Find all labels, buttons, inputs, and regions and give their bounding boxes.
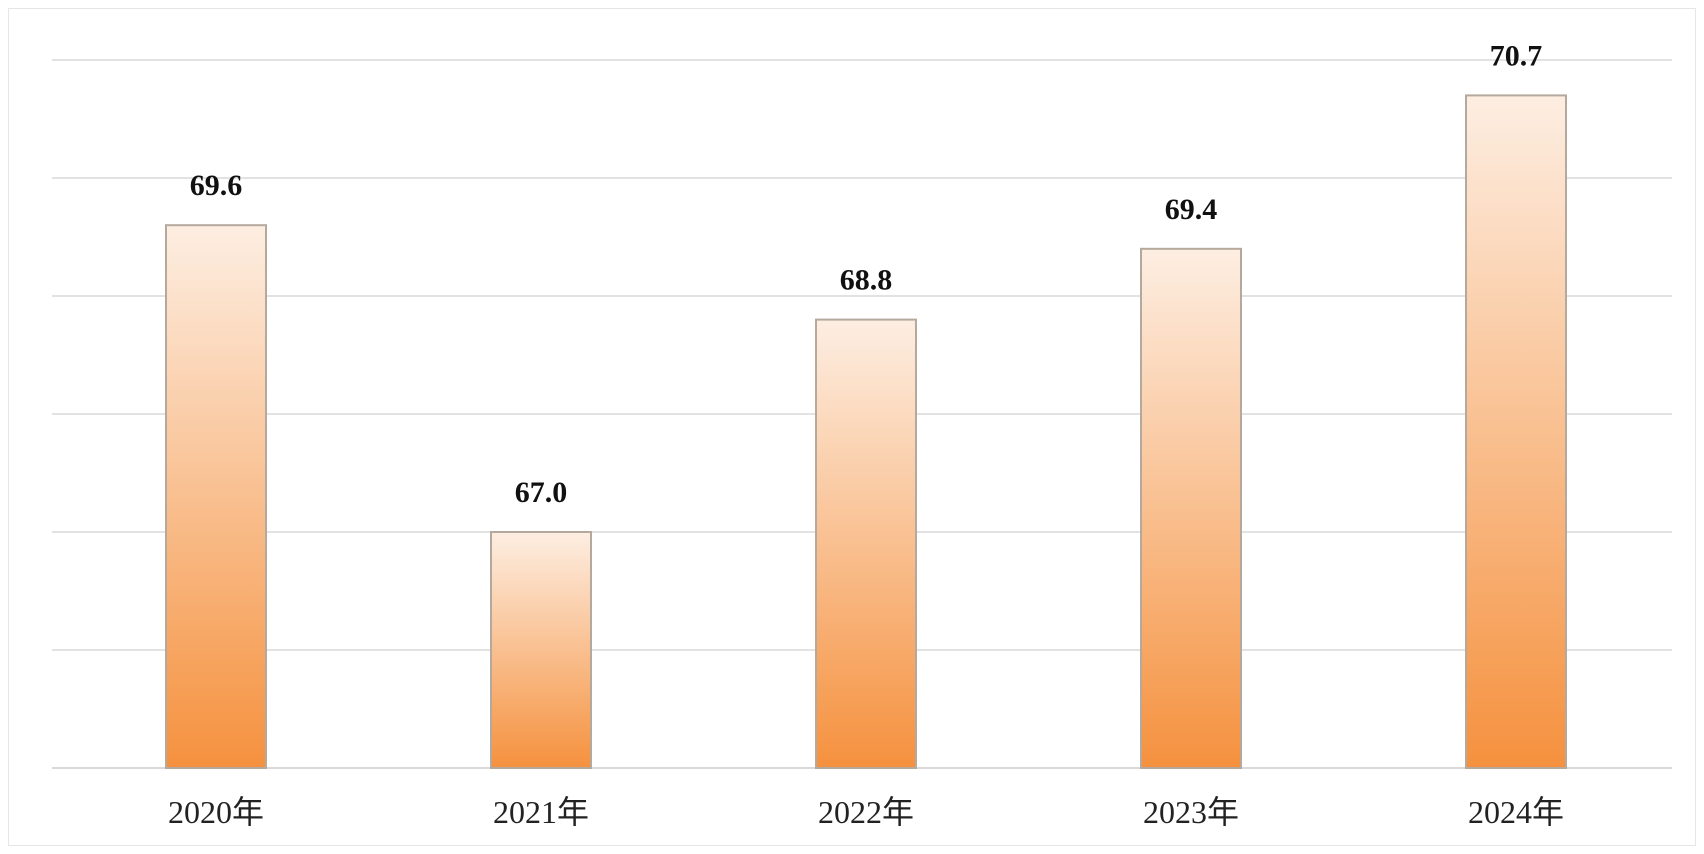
bar-2022年 (815, 318, 917, 769)
bar-2020年 (165, 224, 267, 769)
x-axis-tick-labels: 2020年 2021年 2022年 2023年 2024年 (168, 794, 1564, 830)
bar-2023年 (1140, 247, 1242, 770)
value-label: 70.7 (1490, 39, 1543, 72)
value-labels: 69.6 67.0 68.8 69.4 70.7 (190, 39, 1543, 509)
x-tick-label: 2020年 (168, 794, 264, 830)
value-label: 69.4 (1165, 193, 1218, 226)
value-label: 69.6 (190, 169, 243, 202)
x-tick-label: 2021年 (493, 794, 589, 830)
value-label: 68.8 (840, 264, 893, 297)
bar-2024年 (1465, 94, 1567, 769)
x-tick-label: 2024年 (1468, 794, 1564, 830)
gridlines (52, 59, 1672, 769)
x-tick-label: 2023年 (1143, 794, 1239, 830)
bars (165, 94, 1567, 770)
value-label: 67.0 (515, 476, 568, 509)
x-tick-label: 2022年 (818, 794, 914, 830)
bar-2021年 (490, 531, 592, 769)
